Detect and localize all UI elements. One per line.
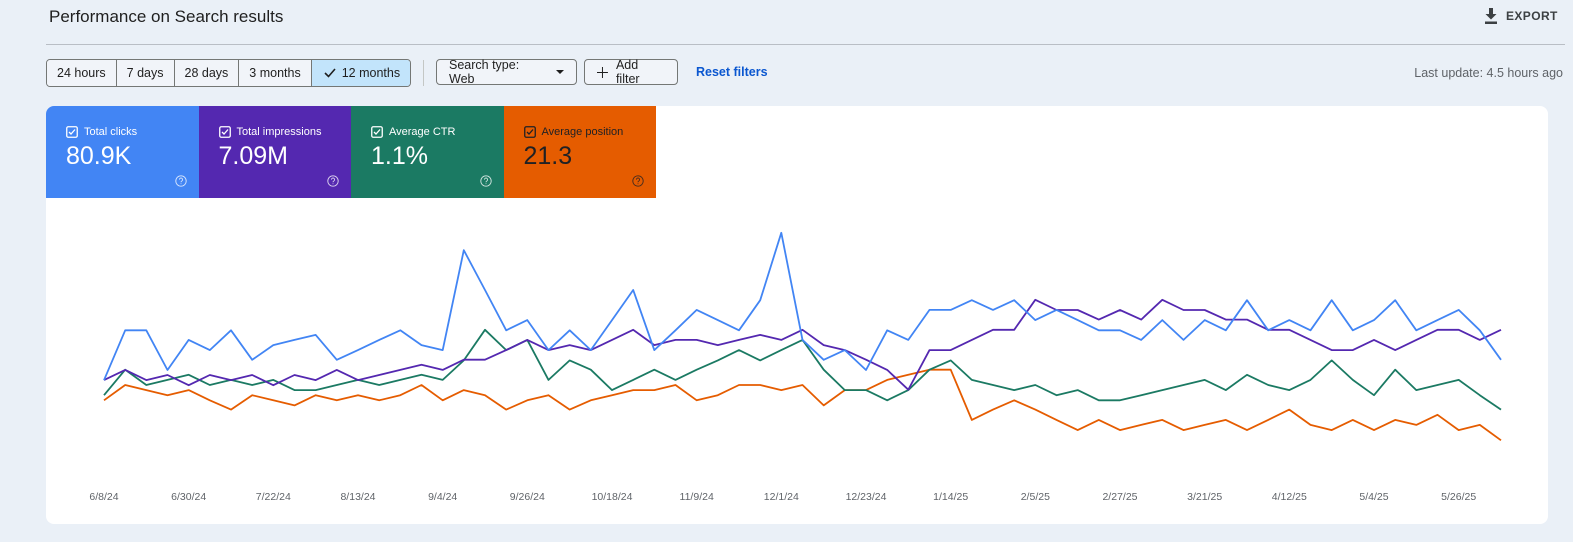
metric-cards: Total clicks 80.9K Total impressions 7.09M A…	[46, 106, 656, 198]
dropdown-arrow	[556, 69, 564, 74]
x-tick-label: 3/21/25	[1187, 491, 1222, 503]
help-glyph	[483, 177, 488, 185]
help-icon[interactable]	[174, 175, 187, 187]
range-button[interactable]: 7 days	[116, 60, 175, 86]
range-label: 7 days	[126, 66, 164, 80]
x-tick-label: 2/5/25	[1021, 491, 1050, 503]
help-circle	[632, 175, 644, 187]
x-tick-label: 9/4/24	[428, 491, 457, 503]
x-tick-label: 5/26/25	[1441, 491, 1476, 503]
x-tick-label: 11/9/24	[680, 491, 714, 503]
metric-name-row: Average CTR	[371, 126, 504, 138]
metric-value: 21.3	[523, 142, 573, 170]
x-tick-label: 2/27/25	[1102, 491, 1137, 503]
export-label: EXPORT	[1506, 9, 1558, 23]
search-type-label: Search type: Web	[449, 58, 520, 86]
x-tick-label: 10/18/24	[592, 491, 633, 503]
x-tick-label: 12/1/24	[764, 491, 799, 503]
checkbox-box	[66, 126, 78, 138]
metric-name-row: Total impressions	[218, 126, 352, 138]
x-tick-label: 5/4/25	[1359, 491, 1388, 503]
help-icon[interactable]	[327, 175, 339, 187]
metric-name-row: Total clicks	[66, 126, 199, 138]
page-title: Performance on Search results	[49, 7, 284, 26]
checkbox-tick	[68, 129, 76, 135]
export-button[interactable]: EXPORT	[1484, 8, 1558, 24]
metric-value: 7.09M	[218, 142, 288, 170]
checkbox	[218, 126, 231, 138]
range-label: 28 days	[184, 66, 229, 80]
last-update: Last update: 4.5 hours ago	[1414, 66, 1563, 80]
x-tick-label: 9/26/24	[510, 491, 545, 503]
range-label: 3 months	[249, 66, 301, 80]
download-icon	[1485, 8, 1497, 24]
x-tick-label: 8/13/24	[340, 491, 375, 503]
series-line	[103, 231, 1502, 381]
metric-name: Average position	[541, 126, 624, 138]
x-tick-label: 6/30/24	[171, 491, 206, 503]
range-label: 12 months	[341, 66, 401, 80]
checkbox	[523, 126, 536, 138]
metric-name-row: Average position	[523, 126, 657, 138]
x-tick-label: 12/23/24	[846, 491, 887, 503]
metric-name: Total clicks	[84, 126, 138, 138]
x-tick-label: 7/22/24	[256, 491, 291, 503]
range-label: 24 hours	[57, 66, 106, 80]
reset-filters-link[interactable]: Reset filters	[696, 65, 768, 79]
checkbox-tick	[221, 129, 228, 135]
plus-icon	[597, 66, 608, 78]
range-button[interactable]: 24 hours	[47, 60, 117, 86]
metric-value: 80.9K	[66, 142, 132, 170]
search-type-button[interactable]: Search type: Web	[436, 58, 577, 86]
help-icon[interactable]	[632, 175, 644, 187]
range-button[interactable]: 28 days	[174, 60, 240, 86]
x-tick-label: 4/12/25	[1272, 491, 1307, 503]
metric-card[interactable]: Average position 21.3	[503, 106, 657, 198]
metric-value: 1.1%	[371, 142, 428, 170]
help-glyph	[635, 177, 641, 185]
series-line	[103, 328, 1502, 411]
range-button[interactable]: 3 months	[239, 60, 312, 86]
metric-card[interactable]: Total clicks 80.9K	[46, 106, 199, 198]
metric-card[interactable]: Total impressions 7.09M	[198, 106, 352, 198]
metric-name: Average CTR	[389, 126, 456, 138]
add-filter-button[interactable]: Add filter	[584, 58, 678, 86]
help-circle	[327, 175, 339, 187]
check-path	[324, 68, 336, 78]
x-tick-label: 1/14/25	[933, 491, 968, 503]
help-glyph	[330, 177, 336, 185]
divider	[46, 44, 1565, 45]
help-circle	[174, 175, 187, 187]
checkbox-box	[523, 126, 536, 138]
metric-card[interactable]: Average CTR 1.1%	[351, 106, 504, 198]
separator	[423, 60, 424, 86]
checkbox	[371, 126, 383, 138]
help-circle	[479, 175, 492, 187]
checkbox-tick	[526, 129, 533, 135]
checkbox-tick	[373, 129, 381, 135]
check-icon	[324, 68, 336, 78]
range-selector: 24 hours 7 days 28 days 3 months 12 months	[46, 59, 412, 87]
help-icon[interactable]	[479, 175, 492, 187]
add-filter-label: Add filter	[615, 58, 640, 86]
series-line	[103, 368, 1502, 442]
checkbox	[66, 126, 78, 138]
series-line	[103, 298, 1502, 391]
checkbox-box	[371, 126, 383, 138]
help-glyph	[178, 177, 183, 185]
x-tick-label: 6/8/24	[89, 491, 118, 503]
range-button[interactable]: 12 months	[311, 60, 411, 86]
checkbox-box	[218, 126, 231, 138]
metric-name: Total impressions	[236, 126, 322, 138]
